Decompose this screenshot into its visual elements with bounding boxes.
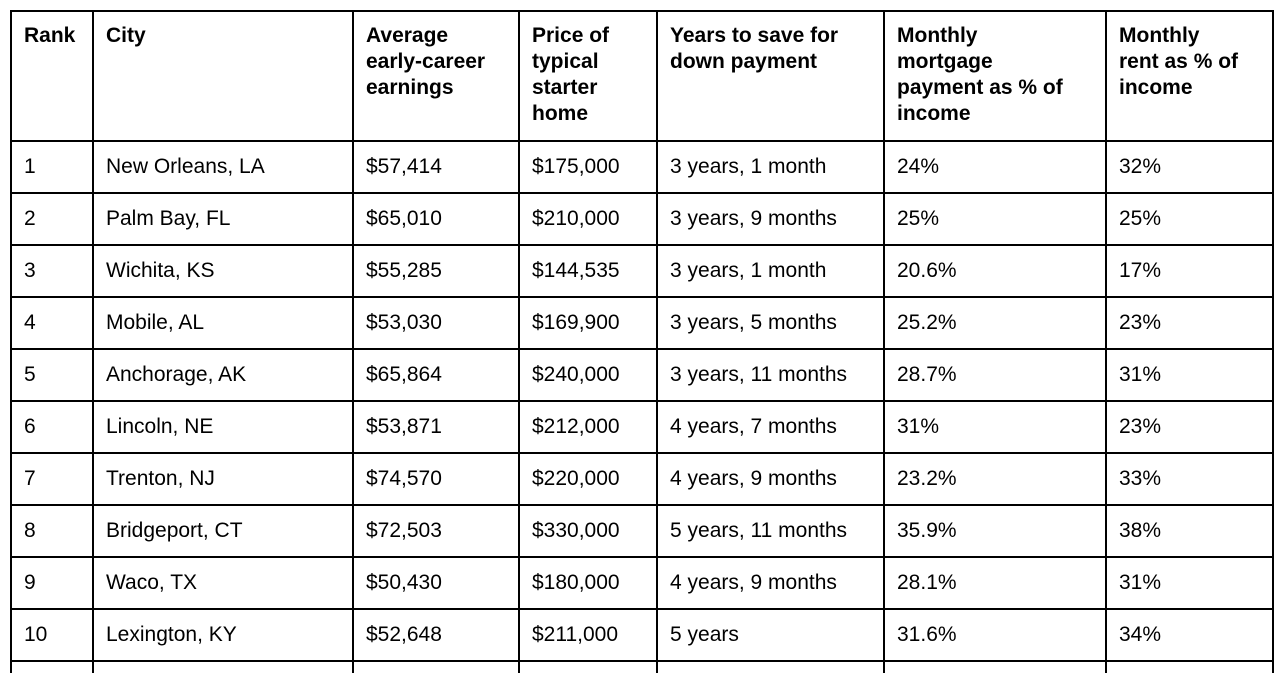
cell-rent-pct: 31% [1105,348,1274,402]
cell-empty [656,660,885,673]
table-row: 6 Lincoln, NE $53,871 $212,000 4 years, 7 mo… [10,400,1274,454]
cell-earnings: $74,570 [352,452,520,506]
column-header-earnings: Average early-career earnings [352,10,520,142]
table-row: 8 Bridgeport, CT $72,503 $330,000 5 years, 1… [10,504,1274,558]
cell-city: Mobile, AL [92,296,354,350]
cell-home-price: $240,000 [518,348,658,402]
cell-home-price: $211,000 [518,608,658,662]
cell-home-price: $175,000 [518,140,658,194]
cell-years-to-save: 3 years, 5 months [656,296,885,350]
table-row: 9 Waco, TX $50,430 $180,000 4 years, 9 month… [10,556,1274,610]
cell-rank: 8 [10,504,94,558]
cell-city: Lincoln, NE [92,400,354,454]
cell-rank: 10 [10,608,94,662]
table-row: 3 Wichita, KS $55,285 $144,535 3 years, 1 mo… [10,244,1274,298]
cell-mortgage-pct: 35.9% [883,504,1107,558]
cell-rent-pct: 34% [1105,608,1274,662]
cell-mortgage-pct: 28.1% [883,556,1107,610]
cell-mortgage-pct: 23.2% [883,452,1107,506]
cell-earnings: $52,648 [352,608,520,662]
table-body: 1 New Orleans, LA $57,414 $175,000 3 years, … [10,140,1274,673]
cell-city: Anchorage, AK [92,348,354,402]
table-row: 4 Mobile, AL $53,030 $169,900 3 years, 5 mon… [10,296,1274,350]
cell-empty [352,660,520,673]
cell-mortgage-pct: 31.6% [883,608,1107,662]
cell-empty [883,660,1107,673]
column-header-rank: Rank [10,10,94,142]
cell-city: Palm Bay, FL [92,192,354,246]
table-row: 5 Anchorage, AK $65,864 $240,000 3 years, 11… [10,348,1274,402]
cell-rent-pct: 23% [1105,296,1274,350]
cell-empty [518,660,658,673]
cell-home-price: $210,000 [518,192,658,246]
table-row: 2 Palm Bay, FL $65,010 $210,000 3 years, 9 m… [10,192,1274,246]
cell-rank: 4 [10,296,94,350]
cell-rank: 1 [10,140,94,194]
cell-years-to-save: 4 years, 9 months [656,556,885,610]
cell-home-price: $144,535 [518,244,658,298]
cell-rent-pct: 32% [1105,140,1274,194]
cell-rent-pct: 17% [1105,244,1274,298]
cell-years-to-save: 4 years, 7 months [656,400,885,454]
cell-earnings: $65,864 [352,348,520,402]
cell-rank: 3 [10,244,94,298]
cell-rank: 6 [10,400,94,454]
cell-years-to-save: 3 years, 1 month [656,140,885,194]
cell-earnings: $53,030 [352,296,520,350]
cell-years-to-save: 5 years, 11 months [656,504,885,558]
cell-rank: 2 [10,192,94,246]
table-row-partial [10,660,1274,673]
cell-home-price: $212,000 [518,400,658,454]
cell-mortgage-pct: 28.7% [883,348,1107,402]
cell-rent-pct: 23% [1105,400,1274,454]
housing-affordability-table: Rank City Average early-career earnings … [10,10,1274,673]
cell-rank: 7 [10,452,94,506]
column-header-mortgage-pct: Monthly mortgage payment as % of income [883,10,1107,142]
cell-rent-pct: 25% [1105,192,1274,246]
cell-city: Bridgeport, CT [92,504,354,558]
cell-rent-pct: 31% [1105,556,1274,610]
cell-city: Lexington, KY [92,608,354,662]
cell-years-to-save: 4 years, 9 months [656,452,885,506]
cell-years-to-save: 5 years [656,608,885,662]
cell-rank: 9 [10,556,94,610]
cell-mortgage-pct: 20.6% [883,244,1107,298]
cell-earnings: $53,871 [352,400,520,454]
cell-earnings: $72,503 [352,504,520,558]
cell-mortgage-pct: 25% [883,192,1107,246]
column-header-years-to-save: Years to save for down payment [656,10,885,142]
table-row: 10 Lexington, KY $52,648 $211,000 5 years 31.… [10,608,1274,662]
cell-city: Wichita, KS [92,244,354,298]
cell-earnings: $55,285 [352,244,520,298]
cell-mortgage-pct: 24% [883,140,1107,194]
cell-city: Trenton, NJ [92,452,354,506]
column-header-city: City [92,10,354,142]
table-header-row: Rank City Average early-career earnings … [10,10,1274,142]
cell-mortgage-pct: 31% [883,400,1107,454]
cell-city: New Orleans, LA [92,140,354,194]
cell-earnings: $65,010 [352,192,520,246]
cell-city: Waco, TX [92,556,354,610]
cell-home-price: $180,000 [518,556,658,610]
cell-empty [92,660,354,673]
cell-years-to-save: 3 years, 1 month [656,244,885,298]
column-header-rent-pct: Monthly rent as % of income [1105,10,1274,142]
cell-home-price: $220,000 [518,452,658,506]
cell-rent-pct: 33% [1105,452,1274,506]
cell-empty [1105,660,1274,673]
table-row: 1 New Orleans, LA $57,414 $175,000 3 years, … [10,140,1274,194]
cell-years-to-save: 3 years, 11 months [656,348,885,402]
cell-earnings: $57,414 [352,140,520,194]
cell-empty [10,660,94,673]
table-row: 7 Trenton, NJ $74,570 $220,000 4 years, 9 mo… [10,452,1274,506]
cell-rent-pct: 38% [1105,504,1274,558]
cell-home-price: $169,900 [518,296,658,350]
cell-years-to-save: 3 years, 9 months [656,192,885,246]
cell-rank: 5 [10,348,94,402]
cell-earnings: $50,430 [352,556,520,610]
cell-mortgage-pct: 25.2% [883,296,1107,350]
column-header-home-price: Price of typical starter home [518,10,658,142]
cell-home-price: $330,000 [518,504,658,558]
